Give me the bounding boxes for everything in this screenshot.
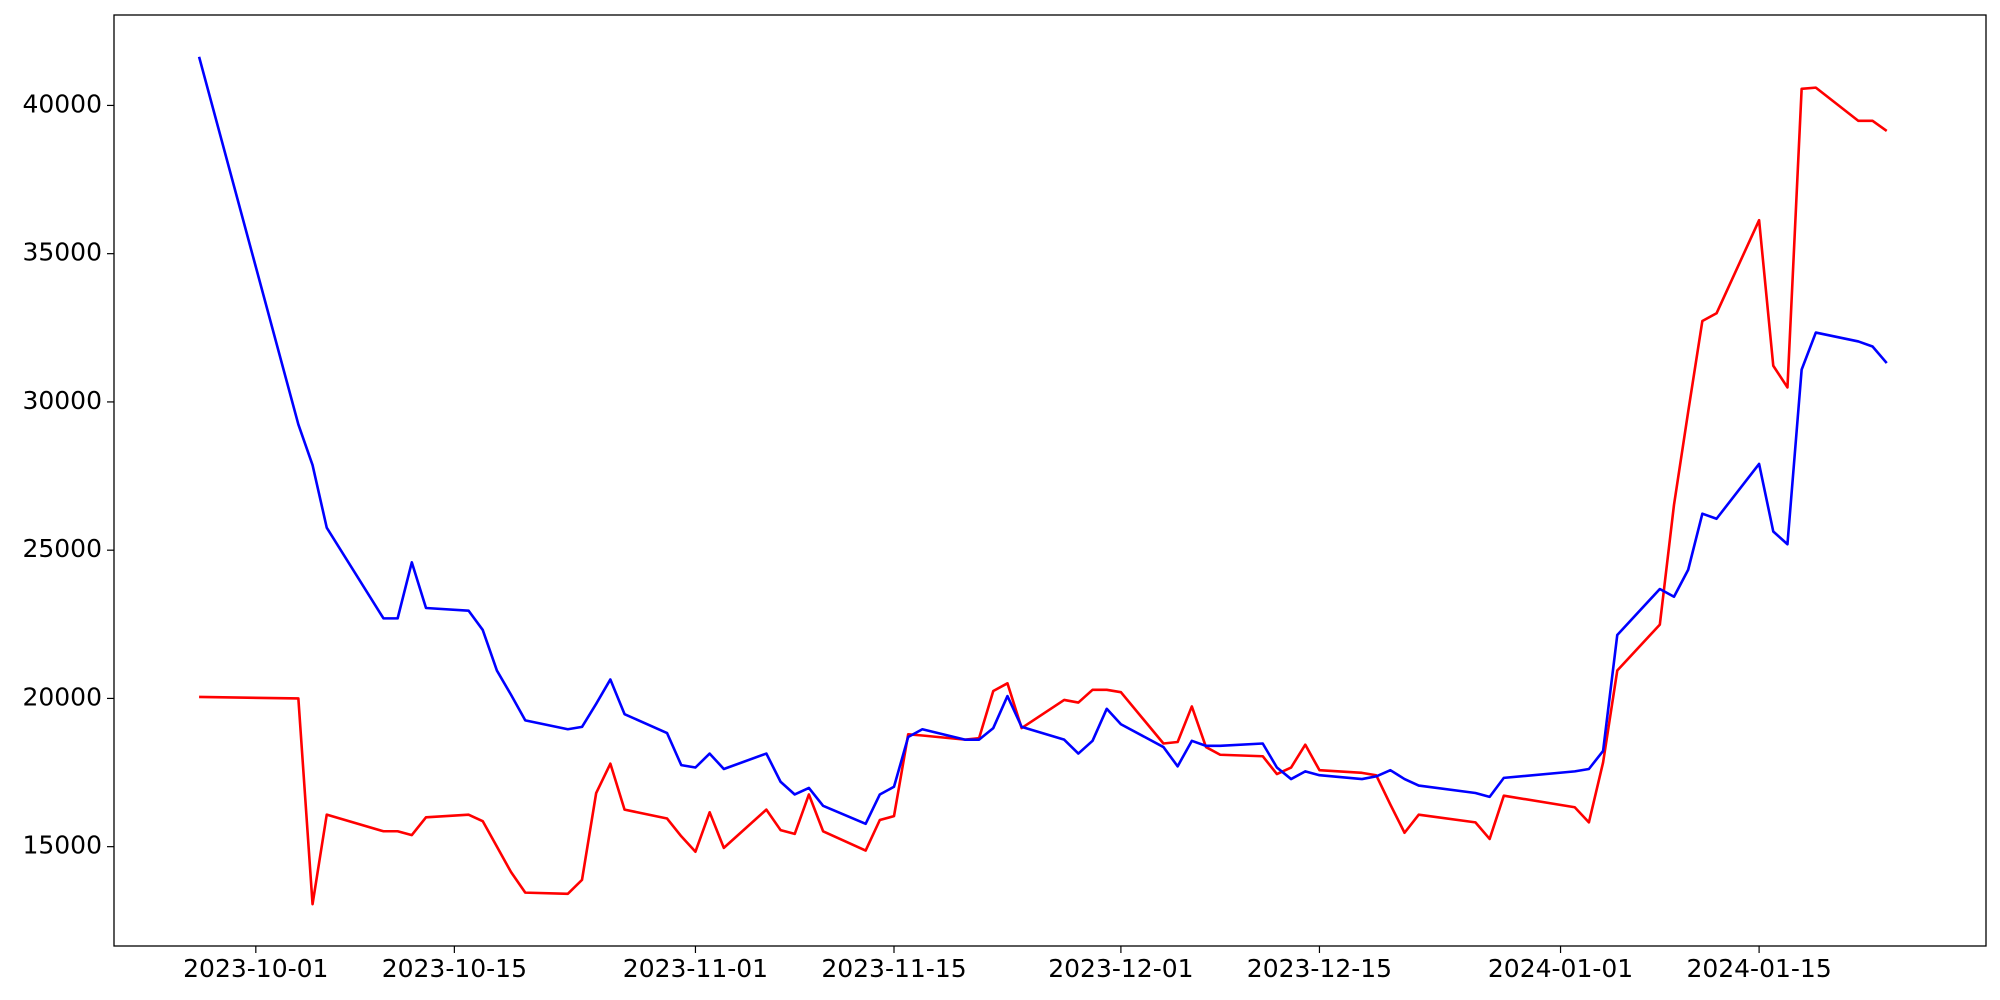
x-tick-label: 2024-01-01 <box>1488 954 1633 983</box>
x-tick-label: 2024-01-15 <box>1686 954 1831 983</box>
x-tick-label: 2023-10-15 <box>382 954 527 983</box>
y-tick-label: 20000 <box>22 682 102 711</box>
y-tick-label: 40000 <box>22 89 102 118</box>
x-tick-label: 2023-10-01 <box>183 954 328 983</box>
y-tick-label: 35000 <box>22 238 102 267</box>
x-tick-label: 2023-11-01 <box>623 954 768 983</box>
series-line <box>197 56 1888 826</box>
x-tick-label: 2023-11-15 <box>821 954 966 983</box>
y-tick-label: 15000 <box>22 831 102 860</box>
x-tick-label: 2023-12-01 <box>1048 954 1193 983</box>
x-tick-label: 2023-12-15 <box>1247 954 1392 983</box>
y-tick-label: 30000 <box>22 386 102 415</box>
y-tick-label: 25000 <box>22 534 102 563</box>
plot-frame <box>113 14 1987 947</box>
series-line <box>199 86 1888 906</box>
